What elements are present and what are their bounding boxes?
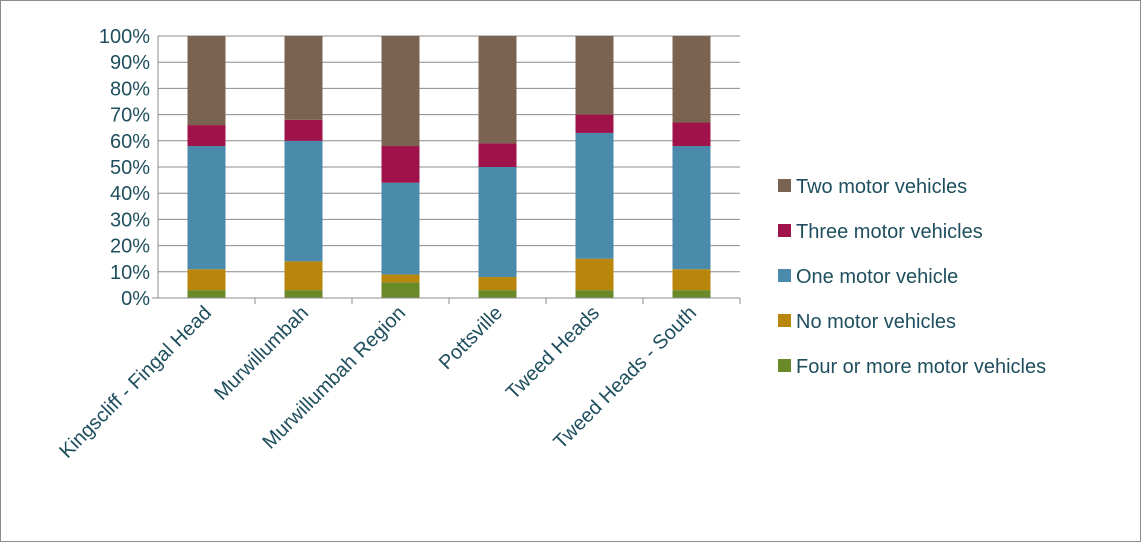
- y-tick-label: 50%: [110, 157, 150, 179]
- y-tick-label: 60%: [110, 131, 150, 153]
- y-tick-label: 100%: [99, 26, 150, 48]
- bar-segment: [478, 36, 517, 144]
- bar-segment: [187, 269, 226, 291]
- y-tick-label: 10%: [110, 262, 150, 284]
- bar-segment: [381, 146, 420, 183]
- bar-segment: [575, 36, 614, 115]
- bar-segment: [381, 182, 420, 275]
- legend: Two motor vehicles Three motor vehicles On…: [778, 176, 1046, 378]
- bar-segment: [478, 167, 517, 278]
- bar-segment: [284, 261, 323, 291]
- bar-segment: [381, 282, 420, 298]
- legend-label: Two motor vehicles: [796, 176, 967, 198]
- grid: [158, 35, 740, 299]
- bar-segment: [672, 36, 711, 123]
- bar-segment: [478, 143, 517, 167]
- legend-swatch: [778, 359, 791, 372]
- legend-swatch: [778, 179, 791, 192]
- bar-segment: [187, 125, 226, 147]
- y-tick-label: 80%: [110, 78, 150, 100]
- y-tick-label: 0%: [121, 288, 150, 310]
- legend-label: No motor vehicles: [796, 311, 956, 333]
- x-axis: Kingscliff - Fingal HeadMurwillumbahMurw…: [55, 297, 741, 463]
- y-tick-label: 40%: [110, 183, 150, 205]
- bar-segment: [284, 290, 323, 298]
- bar-segment: [381, 274, 420, 283]
- x-category-label: Pottsville: [435, 302, 507, 374]
- x-category-label: Murwillumbah: [210, 302, 313, 405]
- bar-segment: [672, 290, 711, 298]
- bar-segment: [284, 119, 323, 141]
- y-tick-label: 30%: [110, 209, 150, 231]
- bar-segment: [672, 146, 711, 270]
- y-axis: 0% 10% 20% 30% 40% 50% 60% 70% 80% 90% 100%: [99, 26, 159, 310]
- bars: [187, 36, 711, 298]
- legend-label: Three motor vehicles: [796, 221, 983, 243]
- bar-segment: [478, 290, 517, 298]
- bar-segment: [672, 269, 711, 291]
- legend-swatch: [778, 269, 791, 282]
- bar-segment: [575, 114, 614, 133]
- legend-swatch: [778, 224, 791, 237]
- y-tick-label: 90%: [110, 52, 150, 74]
- bar-segment: [575, 132, 614, 259]
- bar-segment: [284, 36, 323, 120]
- x-category-label: Kingscliff - Fingal Head: [55, 302, 216, 463]
- bar-segment: [381, 36, 420, 147]
- bar-segment: [187, 36, 226, 126]
- bar-segment: [187, 290, 226, 298]
- legend-swatch: [778, 314, 791, 327]
- legend-label: Four or more motor vehicles: [796, 356, 1046, 378]
- x-category-label: Tweed Heads: [502, 302, 604, 404]
- bar-segment: [672, 122, 711, 147]
- bar-segment: [187, 146, 226, 270]
- bar-segment: [575, 290, 614, 298]
- bar-segment: [478, 277, 517, 291]
- y-tick-label: 70%: [110, 105, 150, 127]
- bar-segment: [575, 258, 614, 291]
- bar-segment: [284, 140, 323, 262]
- y-tick-label: 20%: [110, 236, 150, 258]
- legend-label: One motor vehicle: [796, 266, 958, 288]
